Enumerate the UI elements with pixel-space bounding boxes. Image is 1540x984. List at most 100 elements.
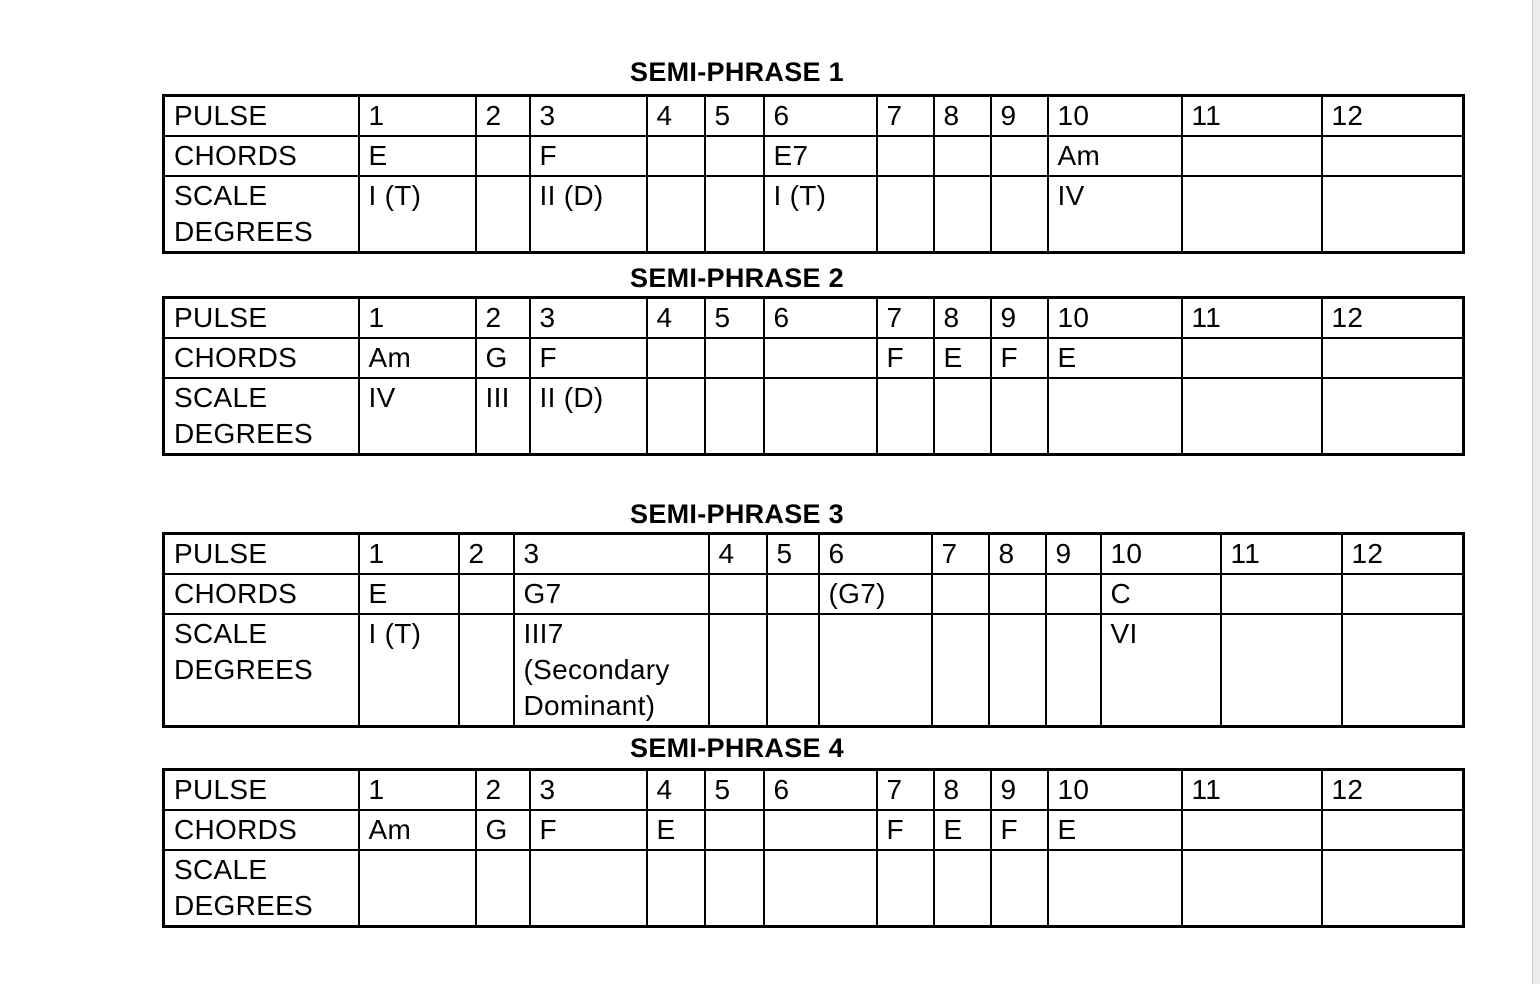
chord-cell	[1340, 573, 1465, 615]
chord-cell	[707, 573, 768, 615]
chord-cell: (G7)	[817, 573, 933, 615]
chord-cell	[1044, 573, 1102, 615]
scale-degree-cell	[1180, 849, 1323, 928]
chord-cell	[703, 337, 765, 379]
semi-phrase-1-title: SEMI-PHRASE 1	[630, 57, 844, 87]
pulse-cell: 5	[703, 768, 765, 811]
pulse-cell: 8	[932, 296, 992, 339]
scale-degree-cell	[765, 613, 820, 728]
row-label: SCALE DEGREES	[162, 849, 360, 928]
table-row: SCALE DEGREES	[162, 849, 1465, 928]
chord-cell: Am	[1046, 135, 1183, 177]
scale-degree-cell	[703, 849, 765, 928]
scale-degree-cell	[707, 613, 768, 728]
chord-cell: C	[1099, 573, 1222, 615]
pulse-cell: 6	[762, 94, 878, 137]
pulse-cell: 2	[457, 532, 515, 575]
scale-degree-cell	[528, 849, 648, 928]
chord-cell	[932, 135, 992, 177]
chord-cell: F	[875, 809, 935, 851]
pulse-cell: 8	[987, 532, 1047, 575]
chord-cell: E	[932, 809, 992, 851]
chord-cell: E	[932, 337, 992, 379]
chord-cell	[1320, 337, 1465, 379]
row-label: CHORDS	[162, 135, 360, 177]
pulse-cell: 2	[474, 296, 531, 339]
scale-degree-cell	[1046, 849, 1183, 928]
pulse-cell: 2	[474, 768, 531, 811]
chord-cell: F	[989, 337, 1049, 379]
scale-degree-cell	[703, 377, 765, 456]
pulse-cell: 1	[357, 296, 477, 339]
chord-cell: F	[528, 337, 648, 379]
pulse-cell: 7	[875, 296, 935, 339]
chord-cell	[457, 573, 515, 615]
scale-degree-cell	[932, 377, 992, 456]
scale-degree-cell	[1180, 175, 1323, 254]
pulse-cell: 9	[989, 296, 1049, 339]
row-label: PULSE	[162, 94, 360, 137]
scale-degree-cell	[989, 175, 1049, 254]
pulse-cell: 3	[512, 532, 710, 575]
pulse-cell: 6	[817, 532, 933, 575]
scale-degree-cell	[762, 849, 878, 928]
table-row: PULSE 1 2 3 4 5 6 7 8 9 10 11 12	[162, 94, 1465, 137]
chord-cell: E7	[762, 135, 878, 177]
table-row: CHORDS E F E7 Am	[162, 135, 1465, 177]
scale-degree-cell: III7 (Secondary Dominant)	[512, 613, 710, 728]
scale-degree-cell	[1320, 849, 1465, 928]
chord-cell	[762, 337, 878, 379]
pulse-cell: 11	[1180, 296, 1323, 339]
scale-degree-cell	[875, 377, 935, 456]
pulse-cell: 3	[528, 94, 648, 137]
chord-cell	[474, 135, 531, 177]
chord-cell: F	[528, 809, 648, 851]
chord-cell: G7	[512, 573, 710, 615]
scale-degree-cell	[474, 175, 531, 254]
pulse-cell: 1	[357, 768, 477, 811]
pulse-cell: 5	[703, 296, 765, 339]
pulse-cell: 10	[1099, 532, 1222, 575]
scale-degree-cell	[1046, 377, 1183, 456]
pulse-cell: 9	[1044, 532, 1102, 575]
chord-cell	[1320, 809, 1465, 851]
pulse-cell: 10	[1046, 768, 1183, 811]
scale-degree-cell	[457, 613, 515, 728]
chord-cell	[1180, 337, 1323, 379]
pulse-cell: 7	[875, 94, 935, 137]
semi-phrase-2-table: PULSE 1 2 3 4 5 6 7 8 9 10 11 12 CHORDS Am G F F E F E SCALE …	[162, 296, 1465, 456]
row-label: CHORDS	[162, 809, 360, 851]
table-row: PULSE 1 2 3 4 5 6 7 8 9 10 11 12	[162, 768, 1465, 811]
semi-phrase-4-title: SEMI-PHRASE 4	[630, 733, 844, 763]
pulse-cell: 1	[357, 94, 477, 137]
chord-cell	[645, 337, 706, 379]
chord-cell	[703, 135, 765, 177]
row-label: SCALE DEGREES	[162, 613, 360, 728]
table-row: SCALE DEGREES IV III II (D)	[162, 377, 1465, 456]
scale-degree-cell	[930, 613, 990, 728]
chord-cell	[987, 573, 1047, 615]
semi-phrase-4-table: PULSE 1 2 3 4 5 6 7 8 9 10 11 12 CHORDS Am G F E F E F E SCALE…	[162, 768, 1465, 928]
pulse-cell: 4	[707, 532, 768, 575]
semi-phrase-3-section: SEMI-PHRASE 3 PULSE 1 2 3 4 5 6 7 8 9 10 11 12 CHORDS…	[162, 498, 1540, 728]
scale-degree-cell: IV	[1046, 175, 1183, 254]
right-edge-gutter	[1532, 0, 1540, 984]
scale-degree-cell	[357, 849, 477, 928]
pulse-cell: 9	[989, 94, 1049, 137]
pulse-cell: 1	[357, 532, 460, 575]
chord-cell: G	[474, 809, 531, 851]
pulse-cell: 8	[932, 94, 992, 137]
semi-phrase-2-title: SEMI-PHRASE 2	[630, 263, 844, 293]
chord-cell	[1320, 135, 1465, 177]
scale-degree-cell	[1044, 613, 1102, 728]
scale-degree-cell	[989, 377, 1049, 456]
scale-degree-cell	[875, 175, 935, 254]
row-label: SCALE DEGREES	[162, 377, 360, 456]
table-row: PULSE 1 2 3 4 5 6 7 8 9 10 11 12	[162, 296, 1465, 339]
pulse-cell: 9	[989, 768, 1049, 811]
chord-cell: F	[528, 135, 648, 177]
chord-cell: E	[357, 135, 477, 177]
pulse-cell: 5	[765, 532, 820, 575]
scale-degree-cell	[762, 377, 878, 456]
scale-degree-cell	[703, 175, 765, 254]
